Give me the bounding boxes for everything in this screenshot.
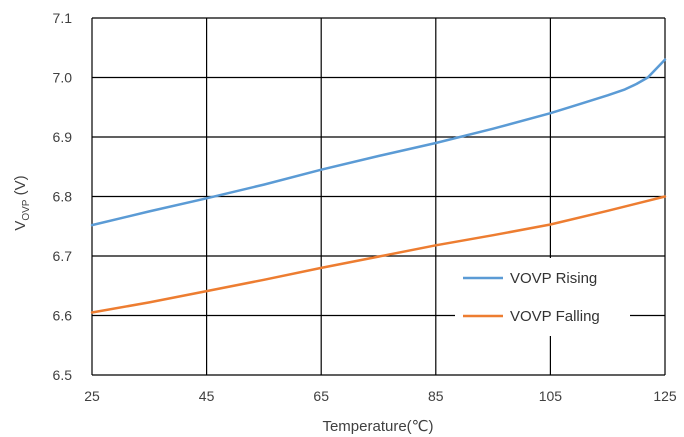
- x-tick-label: 85: [428, 388, 444, 404]
- x-tick-label: 65: [313, 388, 329, 404]
- legend-label: VOVP Falling: [510, 308, 600, 325]
- series-line: [90, 195, 667, 314]
- x-tick-label: 125: [653, 388, 677, 404]
- y-tick-label: 6.7: [53, 248, 73, 264]
- x-tick-label: 105: [539, 388, 563, 404]
- y-tick-label: 6.5: [53, 367, 73, 383]
- chart-legend: VOVP Rising VOVP Falling: [455, 258, 630, 336]
- chart-series: [90, 58, 667, 314]
- y-tick-label: 7.0: [53, 70, 73, 86]
- x-tick-label: 25: [84, 388, 100, 404]
- x-tick-label: 45: [199, 388, 215, 404]
- series-line: [90, 58, 667, 227]
- y-tick-label: 6.8: [53, 189, 73, 205]
- y-axis-title-unit: (V): [12, 175, 29, 199]
- y-axis-title-main: V: [12, 221, 29, 231]
- y-axis-title-subscript: OVP: [21, 199, 32, 220]
- y-axis-ticks: 6.5 6.6 6.7 6.8 6.9 7.0 7.1: [53, 10, 73, 383]
- y-axis-title: VOVP (V): [12, 175, 32, 230]
- y-tick-label: 6.9: [53, 129, 73, 145]
- y-tick-label: 7.1: [53, 10, 73, 26]
- x-axis-ticks: 25 45 65 85 105 125: [84, 388, 677, 404]
- legend-label: VOVP Rising: [510, 270, 597, 287]
- x-axis-title: Temperature(℃): [322, 418, 433, 435]
- y-tick-label: 6.6: [53, 308, 73, 324]
- legend-background: [455, 258, 630, 336]
